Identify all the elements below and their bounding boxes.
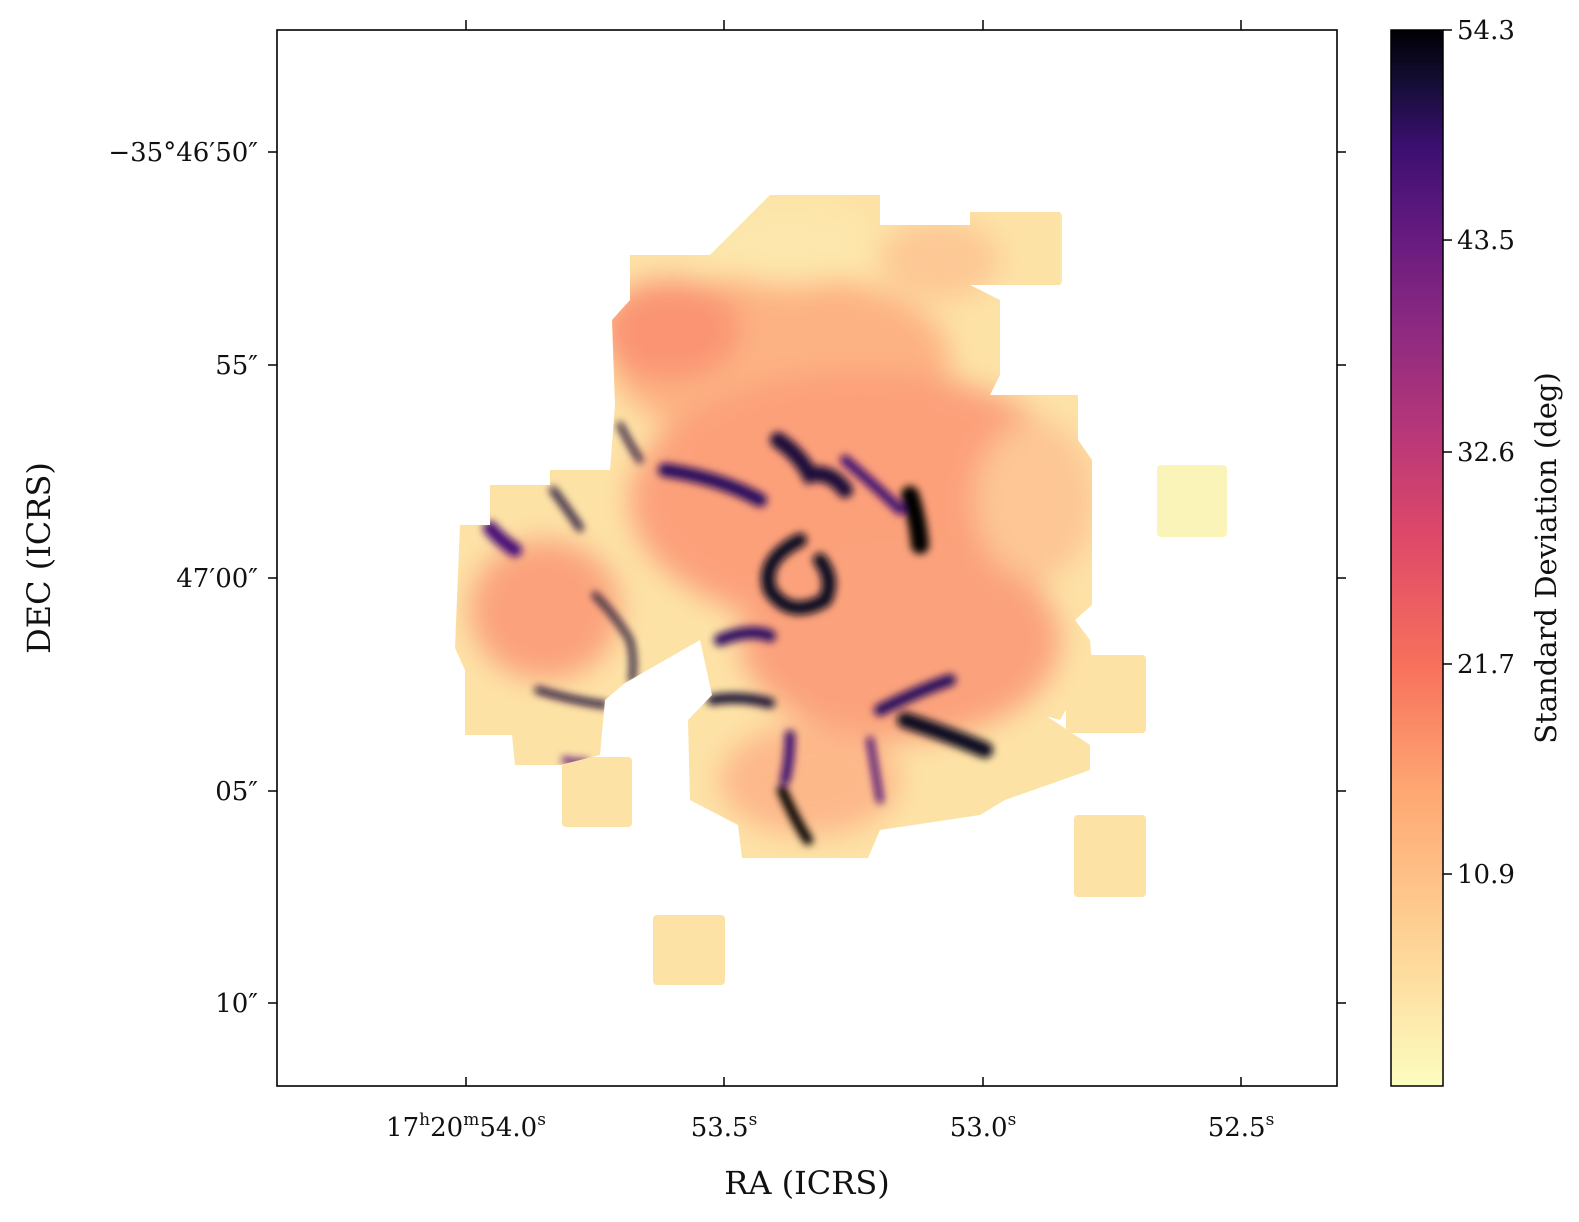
heatmap-main-region <box>455 195 1092 858</box>
colorbar-tick-label: 21.7 <box>1457 650 1515 680</box>
y-tick-label: −35°46′50″ <box>108 138 258 168</box>
x-tick-label: 53.5s <box>691 1110 758 1143</box>
x-tick-label: 52.5s <box>1208 1110 1275 1143</box>
y-axis-label: DEC (ICRS) <box>20 462 58 654</box>
y-tick-label: 55″ <box>215 351 258 381</box>
y-tick-label: 47′00″ <box>176 564 258 594</box>
colorbar-ticks: 54.3 43.5 32.6 21.7 10.9 <box>1443 16 1515 890</box>
y-axis-ticks <box>268 151 1346 1004</box>
heatmap-tile <box>1074 815 1146 897</box>
heatmap-tile <box>653 915 725 985</box>
heatmap-image <box>455 195 1227 985</box>
colorbar-tick-label: 10.9 <box>1457 860 1515 890</box>
x-axis-label: RA (ICRS) <box>724 1164 889 1202</box>
y-tick-label: 10″ <box>215 989 258 1019</box>
x-axis-ticks <box>465 20 1242 1086</box>
colorbar-tick-label: 54.3 <box>1457 16 1515 46</box>
y-tick-label: 05″ <box>215 777 258 807</box>
colorbar-tick-label: 32.6 <box>1457 438 1515 468</box>
colorbar <box>1390 29 1444 1087</box>
heatmap-tile <box>562 757 632 827</box>
x-tick-label: 53.0s <box>950 1110 1017 1143</box>
colorbar-label: Standard Deviation (deg) <box>1529 372 1563 744</box>
colorbar-tick-label: 43.5 <box>1457 226 1515 256</box>
heatmap-tile <box>1157 465 1227 537</box>
x-tick-label: 17h20m54.0s <box>386 1110 546 1143</box>
